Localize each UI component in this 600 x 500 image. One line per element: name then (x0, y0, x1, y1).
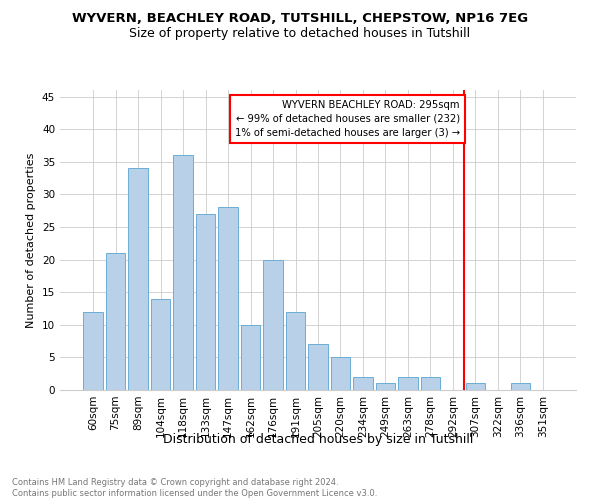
Bar (466, 384, 485, 390)
Bar (353, 377, 373, 390)
Bar (106, 253, 125, 390)
Bar (511, 384, 530, 390)
Bar (398, 377, 418, 390)
Text: WYVERN, BEACHLEY ROAD, TUTSHILL, CHEPSTOW, NP16 7EG: WYVERN, BEACHLEY ROAD, TUTSHILL, CHEPSTO… (72, 12, 528, 26)
Bar (376, 384, 395, 390)
Bar (196, 214, 215, 390)
Bar (286, 312, 305, 390)
Bar (421, 377, 440, 390)
Text: WYVERN BEACHLEY ROAD: 295sqm
← 99% of detached houses are smaller (232)
1% of se: WYVERN BEACHLEY ROAD: 295sqm ← 99% of de… (235, 100, 460, 138)
Text: Distribution of detached houses by size in Tutshill: Distribution of detached houses by size … (163, 432, 473, 446)
Bar (241, 325, 260, 390)
Bar (308, 344, 328, 390)
Bar (218, 208, 238, 390)
Bar (263, 260, 283, 390)
Bar (128, 168, 148, 390)
Text: Size of property relative to detached houses in Tutshill: Size of property relative to detached ho… (130, 28, 470, 40)
Bar (151, 298, 170, 390)
Text: Contains HM Land Registry data © Crown copyright and database right 2024.
Contai: Contains HM Land Registry data © Crown c… (12, 478, 377, 498)
Y-axis label: Number of detached properties: Number of detached properties (26, 152, 37, 328)
Bar (173, 155, 193, 390)
Bar (331, 358, 350, 390)
Bar (83, 312, 103, 390)
